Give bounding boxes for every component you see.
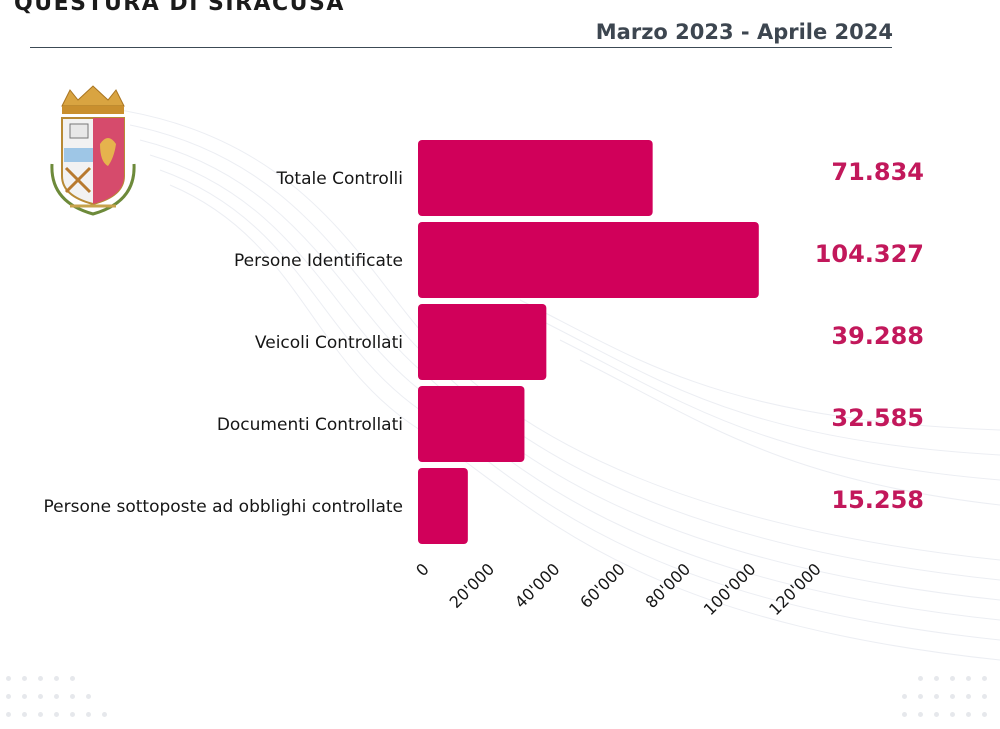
value-label: 104.327: [815, 240, 924, 268]
value-label: 39.288: [831, 322, 924, 350]
bar-4: [418, 386, 525, 462]
page-title: QUESTURA DI SIRACUSA: [14, 0, 345, 16]
period-label: Marzo 2023 - Aprile 2024: [595, 20, 893, 44]
x-tick-label: 20'000: [446, 559, 499, 612]
polizia-di-stato-crest-icon: [50, 85, 136, 216]
x-tick-label: 40'000: [511, 559, 564, 612]
value-label: 32.585: [831, 404, 924, 432]
x-tick-label: 120'000: [765, 559, 825, 619]
header-divider: [30, 47, 892, 48]
category-label: Totale Controlli: [276, 169, 403, 189]
category-label: Veicoli Controllati: [255, 333, 403, 353]
decorative-dots-right: [900, 676, 1000, 726]
category-label: Persone sottoposte ad obblighi controlla…: [44, 497, 403, 517]
bar-3: [418, 304, 547, 380]
bar-5: [418, 468, 468, 544]
value-label: 71.834: [831, 158, 924, 186]
value-label: 15.258: [831, 486, 924, 514]
bar-1: [418, 140, 653, 216]
x-tick-label: 0: [412, 559, 433, 580]
category-label: Documenti Controllati: [217, 415, 403, 435]
x-tick-label: 100'000: [700, 559, 760, 619]
bar-2: [418, 222, 759, 298]
x-tick-label: 60'000: [576, 559, 629, 612]
x-tick-label: 80'000: [642, 559, 695, 612]
decorative-dots-left: [0, 676, 120, 726]
category-label: Persone Identificate: [234, 251, 403, 271]
